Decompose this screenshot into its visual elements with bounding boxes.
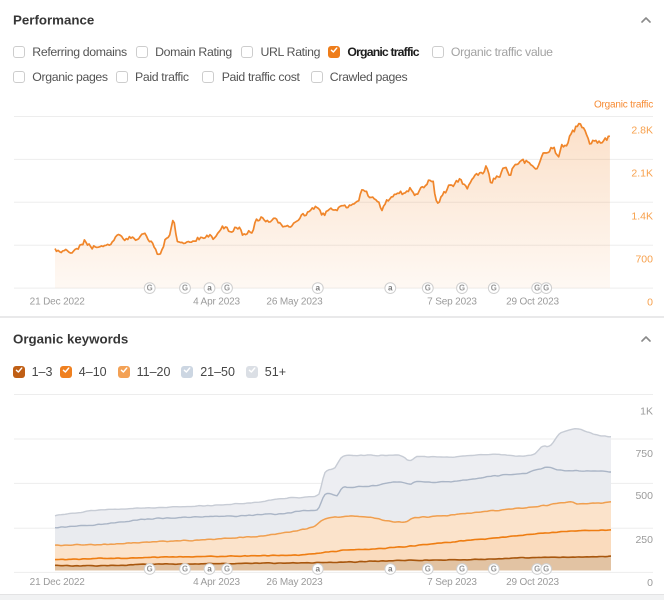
svg-text:G: G	[491, 565, 497, 574]
svg-text:G: G	[182, 565, 188, 574]
svg-text:G: G	[147, 284, 153, 293]
svg-text:500: 500	[635, 490, 653, 502]
svg-text:26 May 2023: 26 May 2023	[266, 577, 323, 588]
svg-text:7 Sep 2023: 7 Sep 2023	[427, 296, 477, 307]
svg-text:G: G	[182, 284, 188, 293]
svg-text:7 Sep 2023: 7 Sep 2023	[427, 577, 477, 588]
svg-text:21 Dec 2022: 21 Dec 2022	[30, 577, 86, 588]
svg-text:G: G	[459, 284, 465, 293]
svg-text:29 Oct 2023: 29 Oct 2023	[506, 296, 559, 307]
svg-text:a: a	[388, 565, 393, 574]
svg-text:G: G	[543, 284, 549, 293]
svg-text:G: G	[425, 565, 431, 574]
svg-text:21 Dec 2022: 21 Dec 2022	[30, 296, 86, 307]
svg-text:G: G	[534, 284, 540, 293]
svg-text:G: G	[534, 565, 540, 574]
svg-text:a: a	[207, 284, 212, 293]
svg-text:750: 750	[635, 448, 653, 460]
svg-text:G: G	[543, 565, 549, 574]
svg-text:2.8K: 2.8K	[631, 124, 653, 136]
svg-text:4 Apr 2023: 4 Apr 2023	[193, 577, 240, 588]
svg-text:G: G	[459, 565, 465, 574]
svg-text:G: G	[425, 284, 431, 293]
svg-text:4 Apr 2023: 4 Apr 2023	[193, 296, 240, 307]
svg-text:26 May 2023: 26 May 2023	[266, 296, 323, 307]
svg-text:29 Oct 2023: 29 Oct 2023	[506, 577, 559, 588]
svg-text:G: G	[224, 565, 230, 574]
svg-text:700: 700	[635, 253, 653, 265]
svg-text:G: G	[491, 284, 497, 293]
svg-text:2.1K: 2.1K	[631, 167, 653, 179]
svg-text:a: a	[388, 284, 393, 293]
svg-text:250: 250	[635, 534, 653, 546]
svg-text:1K: 1K	[640, 406, 653, 418]
svg-text:G: G	[224, 284, 230, 293]
svg-text:Organic traffic: Organic traffic	[594, 100, 653, 111]
svg-text:0: 0	[647, 296, 653, 308]
svg-text:a: a	[207, 565, 212, 574]
svg-text:1.4K: 1.4K	[631, 210, 653, 222]
svg-text:a: a	[316, 565, 321, 574]
svg-text:0: 0	[647, 577, 653, 589]
svg-text:G: G	[147, 565, 153, 574]
svg-text:a: a	[316, 284, 321, 293]
